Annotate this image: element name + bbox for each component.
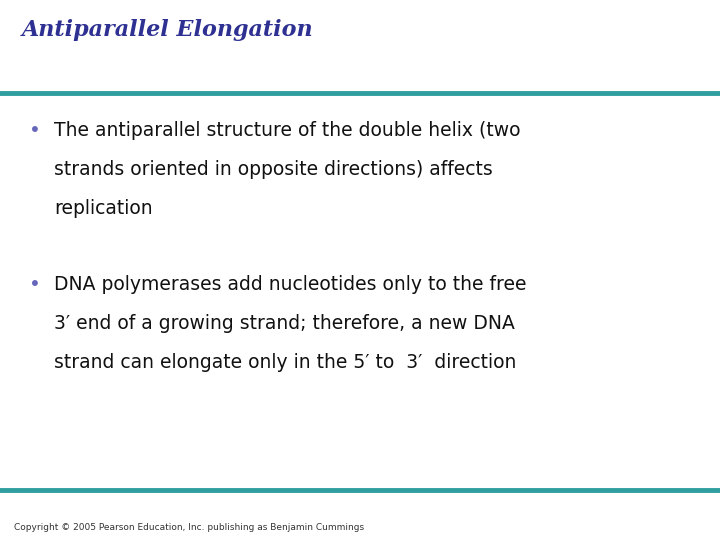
Text: Copyright © 2005 Pearson Education, Inc. publishing as Benjamin Cummings: Copyright © 2005 Pearson Education, Inc.…	[14, 523, 364, 532]
Text: The antiparallel structure of the double helix (two: The antiparallel structure of the double…	[54, 122, 521, 140]
Text: •: •	[29, 275, 40, 294]
Text: strand can elongate only in the 5′ to  3′  direction: strand can elongate only in the 5′ to 3′…	[54, 353, 516, 372]
Text: Antiparallel Elongation: Antiparallel Elongation	[22, 19, 313, 41]
Text: 3′ end of a growing strand; therefore, a new DNA: 3′ end of a growing strand; therefore, a…	[54, 314, 515, 333]
Text: strands oriented in opposite directions) affects: strands oriented in opposite directions)…	[54, 160, 492, 179]
Text: replication: replication	[54, 199, 153, 218]
Text: •: •	[29, 122, 40, 140]
Text: DNA polymerases add nucleotides only to the free: DNA polymerases add nucleotides only to …	[54, 275, 526, 294]
